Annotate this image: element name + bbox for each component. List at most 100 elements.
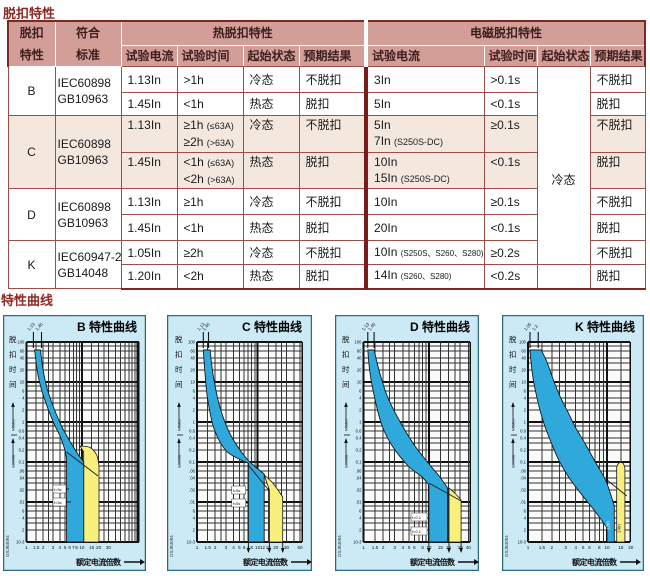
- svg-text:10: 10: [79, 545, 85, 550]
- svg-text:4: 4: [232, 545, 235, 550]
- svg-text:.01: .01: [19, 500, 25, 505]
- svg-text:Seconds: Seconds: [178, 455, 182, 468]
- svg-text:GSJB4094: GSJB4094: [5, 535, 10, 557]
- svg-text:.04: .04: [356, 475, 362, 480]
- svg-text:2: 2: [22, 528, 25, 533]
- svg-text:.06: .06: [520, 468, 526, 473]
- svg-text:.06: .06: [19, 468, 25, 473]
- svg-text:1.5: 1.5: [539, 545, 546, 550]
- svg-text:1.5: 1.5: [33, 545, 40, 550]
- svg-text:0.1: 0.1: [356, 460, 362, 465]
- svg-text:3: 3: [564, 545, 567, 550]
- svg-text:6: 6: [22, 388, 25, 393]
- svg-text:1.5: 1.5: [205, 545, 212, 550]
- svg-text:Minutes: Minutes: [512, 419, 516, 431]
- svg-text:1: 1: [359, 420, 362, 425]
- svg-text:间: 间: [175, 380, 183, 389]
- svg-text:脱: 脱: [342, 334, 350, 344]
- svg-text:0.2: 0.2: [19, 448, 25, 453]
- svg-text:2: 2: [359, 408, 362, 413]
- svg-text:6: 6: [22, 508, 25, 513]
- svg-text:6: 6: [193, 388, 196, 393]
- svg-text:2: 2: [359, 528, 362, 533]
- svg-text:1.5: 1.5: [372, 545, 379, 550]
- svg-text:6: 6: [524, 508, 527, 513]
- svg-text:8: 8: [598, 545, 601, 550]
- svg-text:3: 3: [52, 545, 55, 550]
- svg-text:0.6: 0.6: [189, 428, 195, 433]
- svg-text:t<5s: t<5s: [233, 501, 241, 506]
- svg-text:.01: .01: [356, 500, 362, 505]
- svg-text:0.4: 0.4: [356, 435, 362, 440]
- svg-text:.01: .01: [520, 500, 526, 505]
- svg-text:时: 时: [175, 364, 183, 374]
- svg-text:5: 5: [582, 545, 585, 550]
- svg-text:10-3: 10-3: [16, 540, 25, 545]
- svg-text:7: 7: [72, 545, 75, 550]
- svg-text:4: 4: [59, 545, 62, 550]
- svg-text:脱: 脱: [175, 334, 183, 344]
- svg-text:GSJB4094: GSJB4094: [504, 535, 509, 557]
- svg-text:40: 40: [466, 545, 472, 550]
- svg-text:时: 时: [342, 364, 350, 374]
- svg-text:40: 40: [521, 355, 526, 360]
- svg-text:30: 30: [284, 545, 290, 550]
- svg-text:20: 20: [273, 545, 279, 550]
- svg-text:6: 6: [524, 388, 527, 393]
- svg-text:额定电流倍数: 额定电流倍数: [572, 557, 618, 567]
- svg-text:40: 40: [357, 355, 362, 360]
- svg-text:C 特性曲线: C 特性曲线: [242, 319, 302, 334]
- svg-text:t>5s: t>5s: [54, 487, 62, 492]
- svg-text:4: 4: [22, 395, 25, 400]
- svg-text:15: 15: [618, 545, 624, 550]
- svg-text:20: 20: [20, 368, 25, 373]
- svg-text:10-3: 10-3: [518, 540, 527, 545]
- svg-text:10-3: 10-3: [187, 540, 196, 545]
- svg-text:Seconds: Seconds: [345, 455, 349, 468]
- svg-text:10: 10: [255, 545, 261, 550]
- svg-text:5: 5: [408, 545, 411, 550]
- svg-text:1.45: 1.45: [201, 321, 211, 331]
- svg-text:.06: .06: [189, 468, 195, 473]
- svg-text:B 特性曲线: B 特性曲线: [77, 319, 137, 334]
- svg-text:4: 4: [193, 395, 196, 400]
- svg-text:20: 20: [628, 545, 634, 550]
- svg-text:1.45: 1.45: [367, 321, 377, 331]
- svg-text:0.6: 0.6: [520, 428, 526, 433]
- svg-text:扣: 扣: [175, 349, 183, 359]
- svg-text:3: 3: [225, 545, 228, 550]
- svg-text:K 特性曲线: K 特性曲线: [575, 319, 635, 334]
- svg-text:20: 20: [96, 545, 102, 550]
- svg-text:12In: 12In: [606, 521, 611, 530]
- svg-text:100: 100: [188, 340, 196, 345]
- svg-text:1: 1: [22, 420, 25, 425]
- svg-text:时: 时: [509, 364, 517, 374]
- svg-text:t<0.1: t<0.1: [412, 529, 422, 534]
- svg-text:Minutes: Minutes: [12, 419, 16, 431]
- svg-text:1.2: 1.2: [531, 323, 539, 331]
- svg-text:6: 6: [359, 388, 362, 393]
- svg-text:8: 8: [421, 545, 424, 550]
- svg-text:5: 5: [238, 545, 241, 550]
- svg-text:0.4: 0.4: [520, 435, 526, 440]
- svg-text:2: 2: [22, 408, 25, 413]
- svg-text:Minutes: Minutes: [178, 419, 182, 431]
- svg-text:0.1: 0.1: [19, 460, 25, 465]
- svg-text:.02: .02: [520, 488, 526, 493]
- svg-text:2: 2: [524, 528, 527, 533]
- svg-text:Seconds: Seconds: [12, 455, 16, 468]
- svg-text:15: 15: [438, 545, 444, 550]
- svg-text:30: 30: [106, 545, 112, 550]
- svg-text:20: 20: [357, 368, 362, 373]
- svg-text:0.1: 0.1: [520, 460, 526, 465]
- svg-text:0.4: 0.4: [19, 435, 25, 440]
- svg-text:t>0.1: t>0.1: [412, 515, 422, 520]
- svg-text:间: 间: [509, 380, 517, 389]
- svg-text:脱: 脱: [9, 334, 17, 344]
- svg-text:1.13: 1.13: [361, 321, 371, 331]
- svg-text:Seconds: Seconds: [512, 455, 516, 468]
- svg-text:D 特性曲线: D 特性曲线: [410, 319, 470, 334]
- svg-text:间: 间: [9, 380, 17, 389]
- svg-text:.04: .04: [520, 475, 526, 480]
- svg-text:60: 60: [20, 348, 25, 353]
